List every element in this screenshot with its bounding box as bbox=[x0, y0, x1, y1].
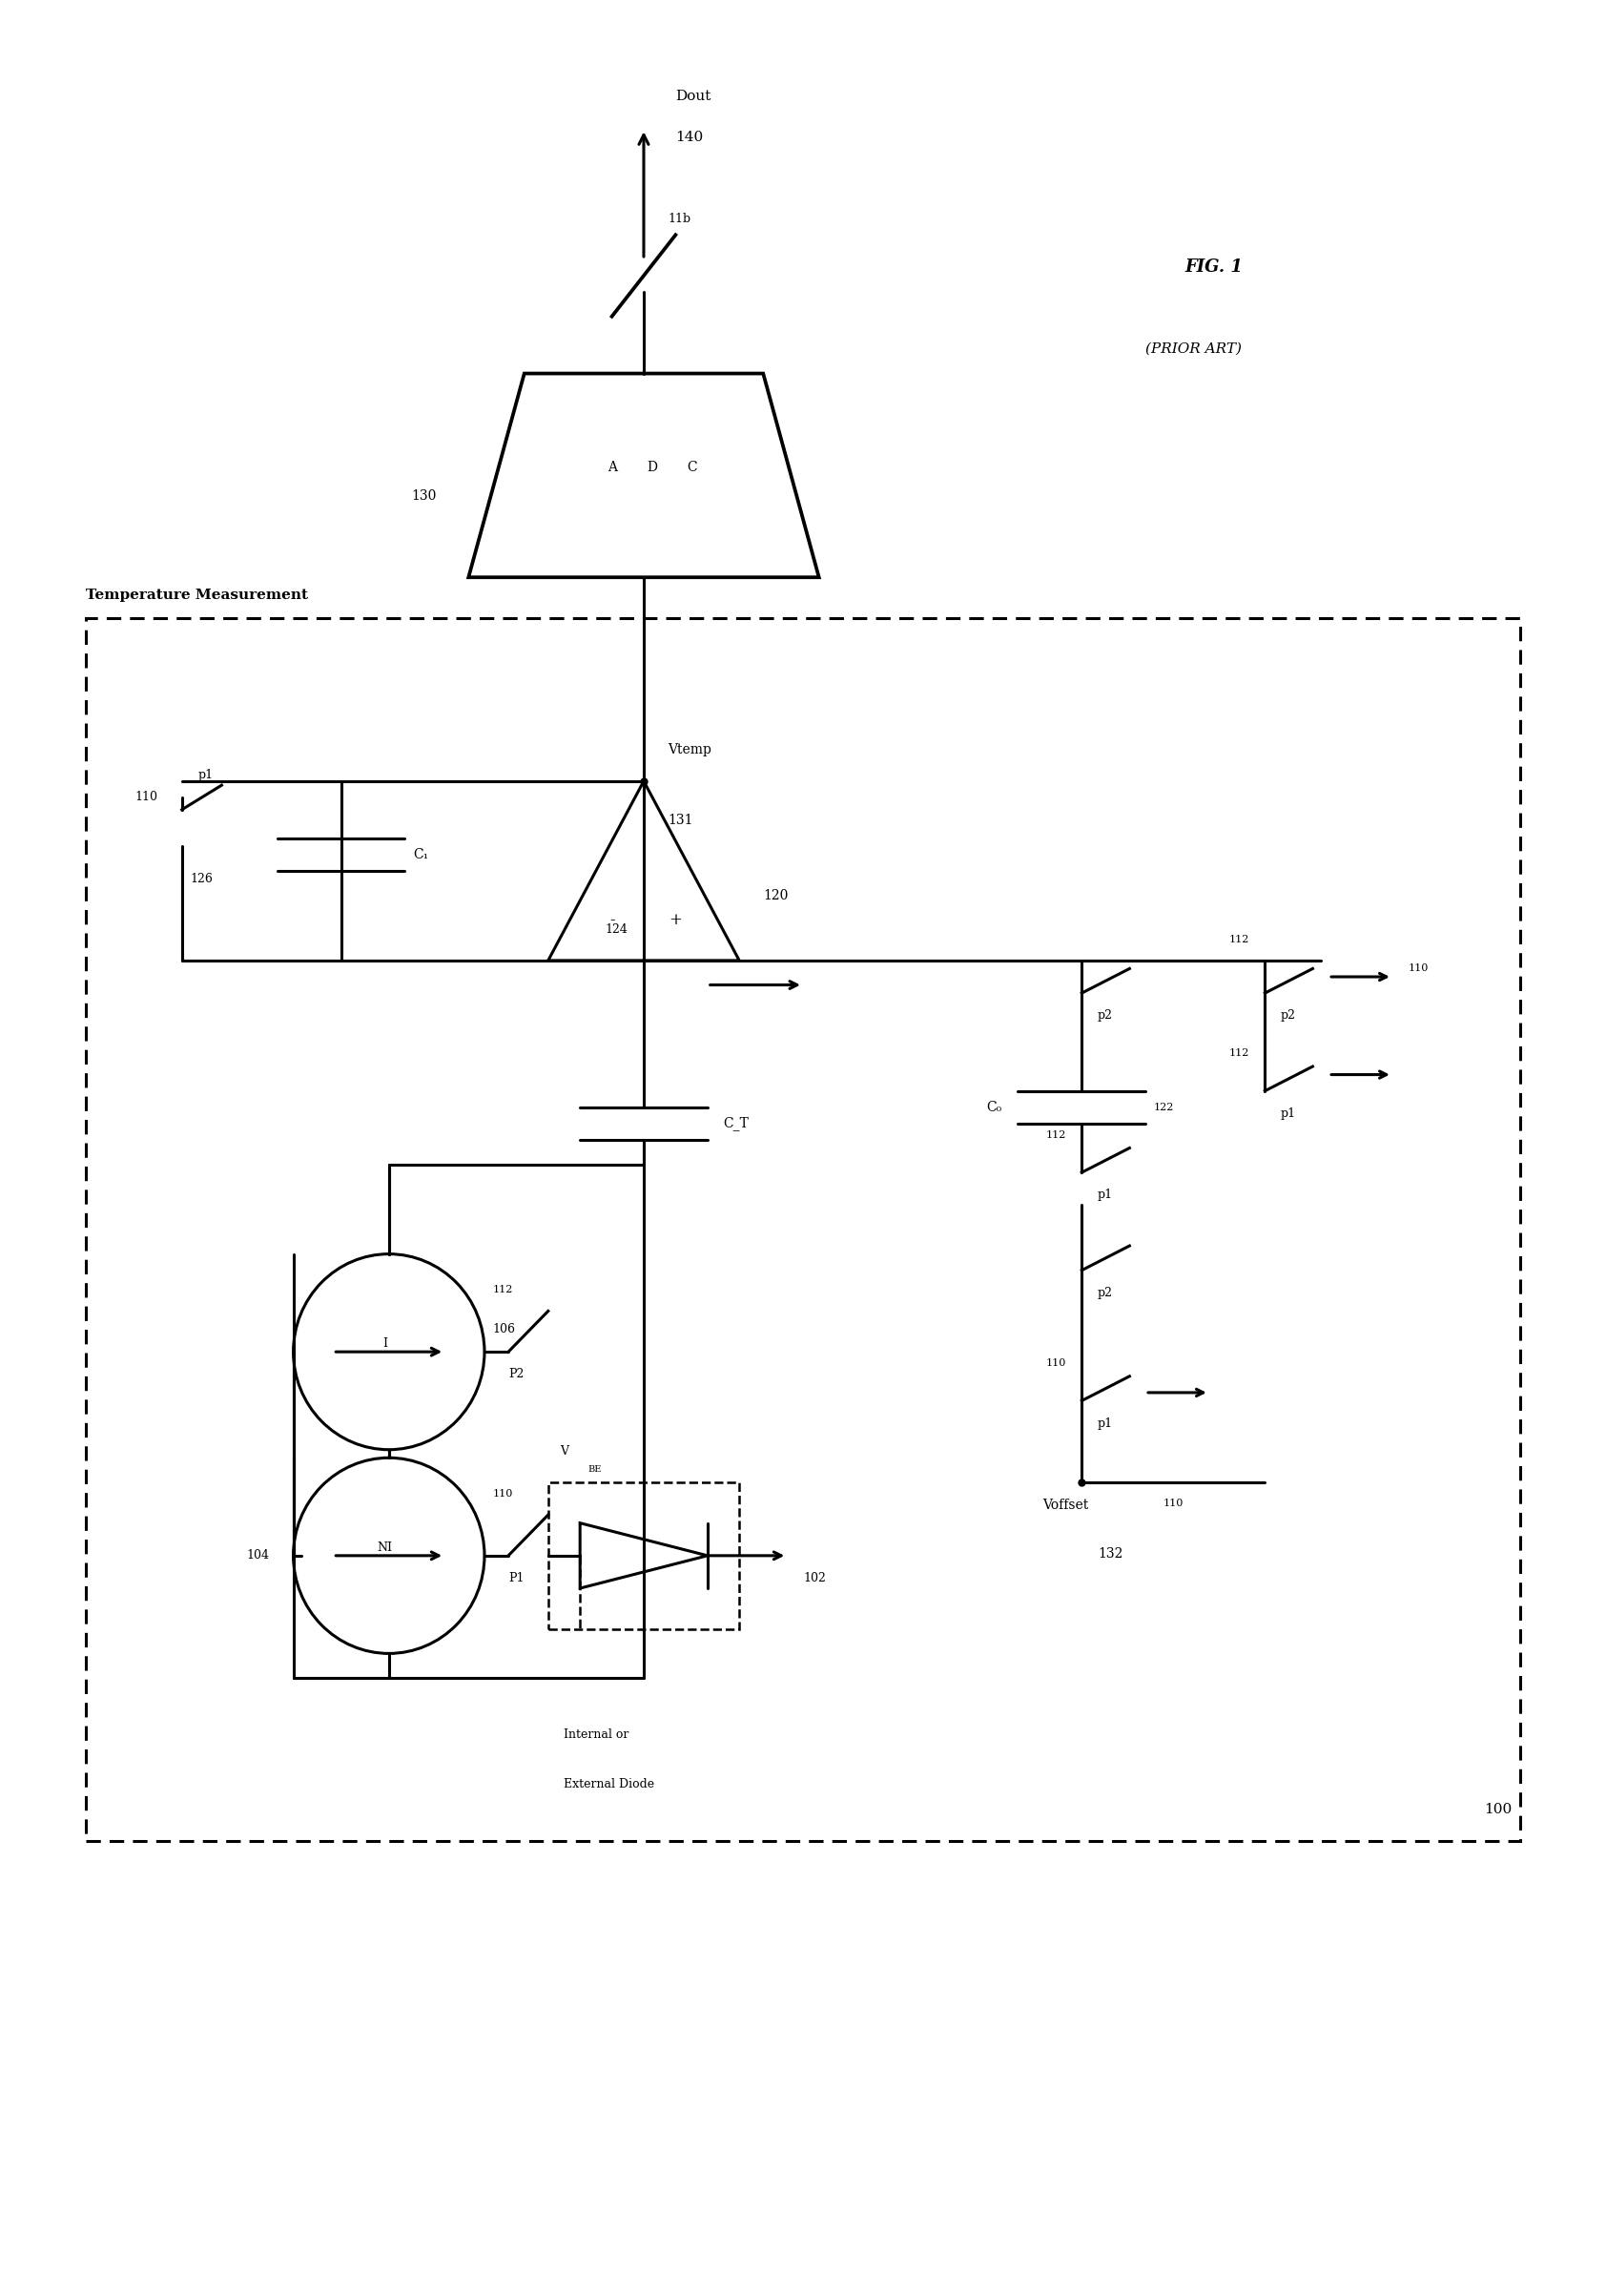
Text: External Diode: External Diode bbox=[564, 1777, 655, 1791]
Text: V: V bbox=[560, 1446, 569, 1458]
Text: P1: P1 bbox=[509, 1573, 524, 1584]
Text: 110: 110 bbox=[1046, 1359, 1066, 1368]
Text: Internal or: Internal or bbox=[564, 1729, 630, 1740]
Text: 132: 132 bbox=[1097, 1548, 1123, 1561]
Text: 130: 130 bbox=[411, 489, 437, 503]
Text: -: - bbox=[609, 912, 615, 928]
Text: Voffset: Voffset bbox=[1042, 1499, 1089, 1513]
Text: C: C bbox=[686, 461, 697, 473]
Text: 112: 112 bbox=[1046, 1130, 1066, 1139]
Text: 110: 110 bbox=[1163, 1499, 1184, 1508]
Text: p1: p1 bbox=[1097, 1189, 1113, 1201]
Text: 110: 110 bbox=[493, 1490, 512, 1499]
Text: 11b: 11b bbox=[668, 214, 691, 225]
Text: p2: p2 bbox=[1097, 1010, 1113, 1022]
Text: p1: p1 bbox=[198, 769, 214, 781]
Text: Temperature Measurement: Temperature Measurement bbox=[87, 588, 308, 602]
Text: FIG. 1: FIG. 1 bbox=[1185, 259, 1243, 276]
Text: D: D bbox=[647, 461, 657, 473]
Text: (PRIOR ART): (PRIOR ART) bbox=[1145, 342, 1241, 356]
Text: BE: BE bbox=[588, 1465, 602, 1474]
Text: 120: 120 bbox=[763, 889, 789, 902]
Text: 110: 110 bbox=[1408, 964, 1429, 974]
Text: 106: 106 bbox=[493, 1322, 516, 1336]
Text: C₀: C₀ bbox=[986, 1100, 1002, 1114]
Text: Dout: Dout bbox=[676, 90, 711, 103]
Text: 131: 131 bbox=[668, 813, 692, 827]
Text: 100: 100 bbox=[1484, 1802, 1511, 1816]
Text: 112: 112 bbox=[493, 1286, 512, 1295]
Text: Vtemp: Vtemp bbox=[668, 744, 711, 758]
Text: p2: p2 bbox=[1282, 1010, 1296, 1022]
Text: C₁: C₁ bbox=[413, 847, 429, 861]
Text: p1: p1 bbox=[1282, 1107, 1296, 1120]
Text: 112: 112 bbox=[1229, 934, 1249, 944]
Text: 122: 122 bbox=[1153, 1102, 1174, 1111]
Text: 126: 126 bbox=[190, 872, 212, 886]
Text: 102: 102 bbox=[803, 1573, 825, 1584]
Text: 124: 124 bbox=[605, 923, 628, 937]
Text: P2: P2 bbox=[509, 1368, 524, 1380]
Text: 112: 112 bbox=[1229, 1049, 1249, 1058]
Text: NI: NI bbox=[377, 1541, 392, 1554]
Text: 110: 110 bbox=[135, 792, 157, 804]
Text: A: A bbox=[607, 461, 617, 473]
Text: 104: 104 bbox=[247, 1550, 270, 1561]
Text: C_T: C_T bbox=[723, 1116, 748, 1130]
Text: 140: 140 bbox=[676, 131, 703, 145]
Text: I: I bbox=[382, 1339, 387, 1350]
Text: +: + bbox=[670, 912, 683, 928]
Text: p2: p2 bbox=[1097, 1286, 1113, 1300]
Bar bbox=[548, 1483, 739, 1628]
Text: p1: p1 bbox=[1097, 1417, 1113, 1430]
